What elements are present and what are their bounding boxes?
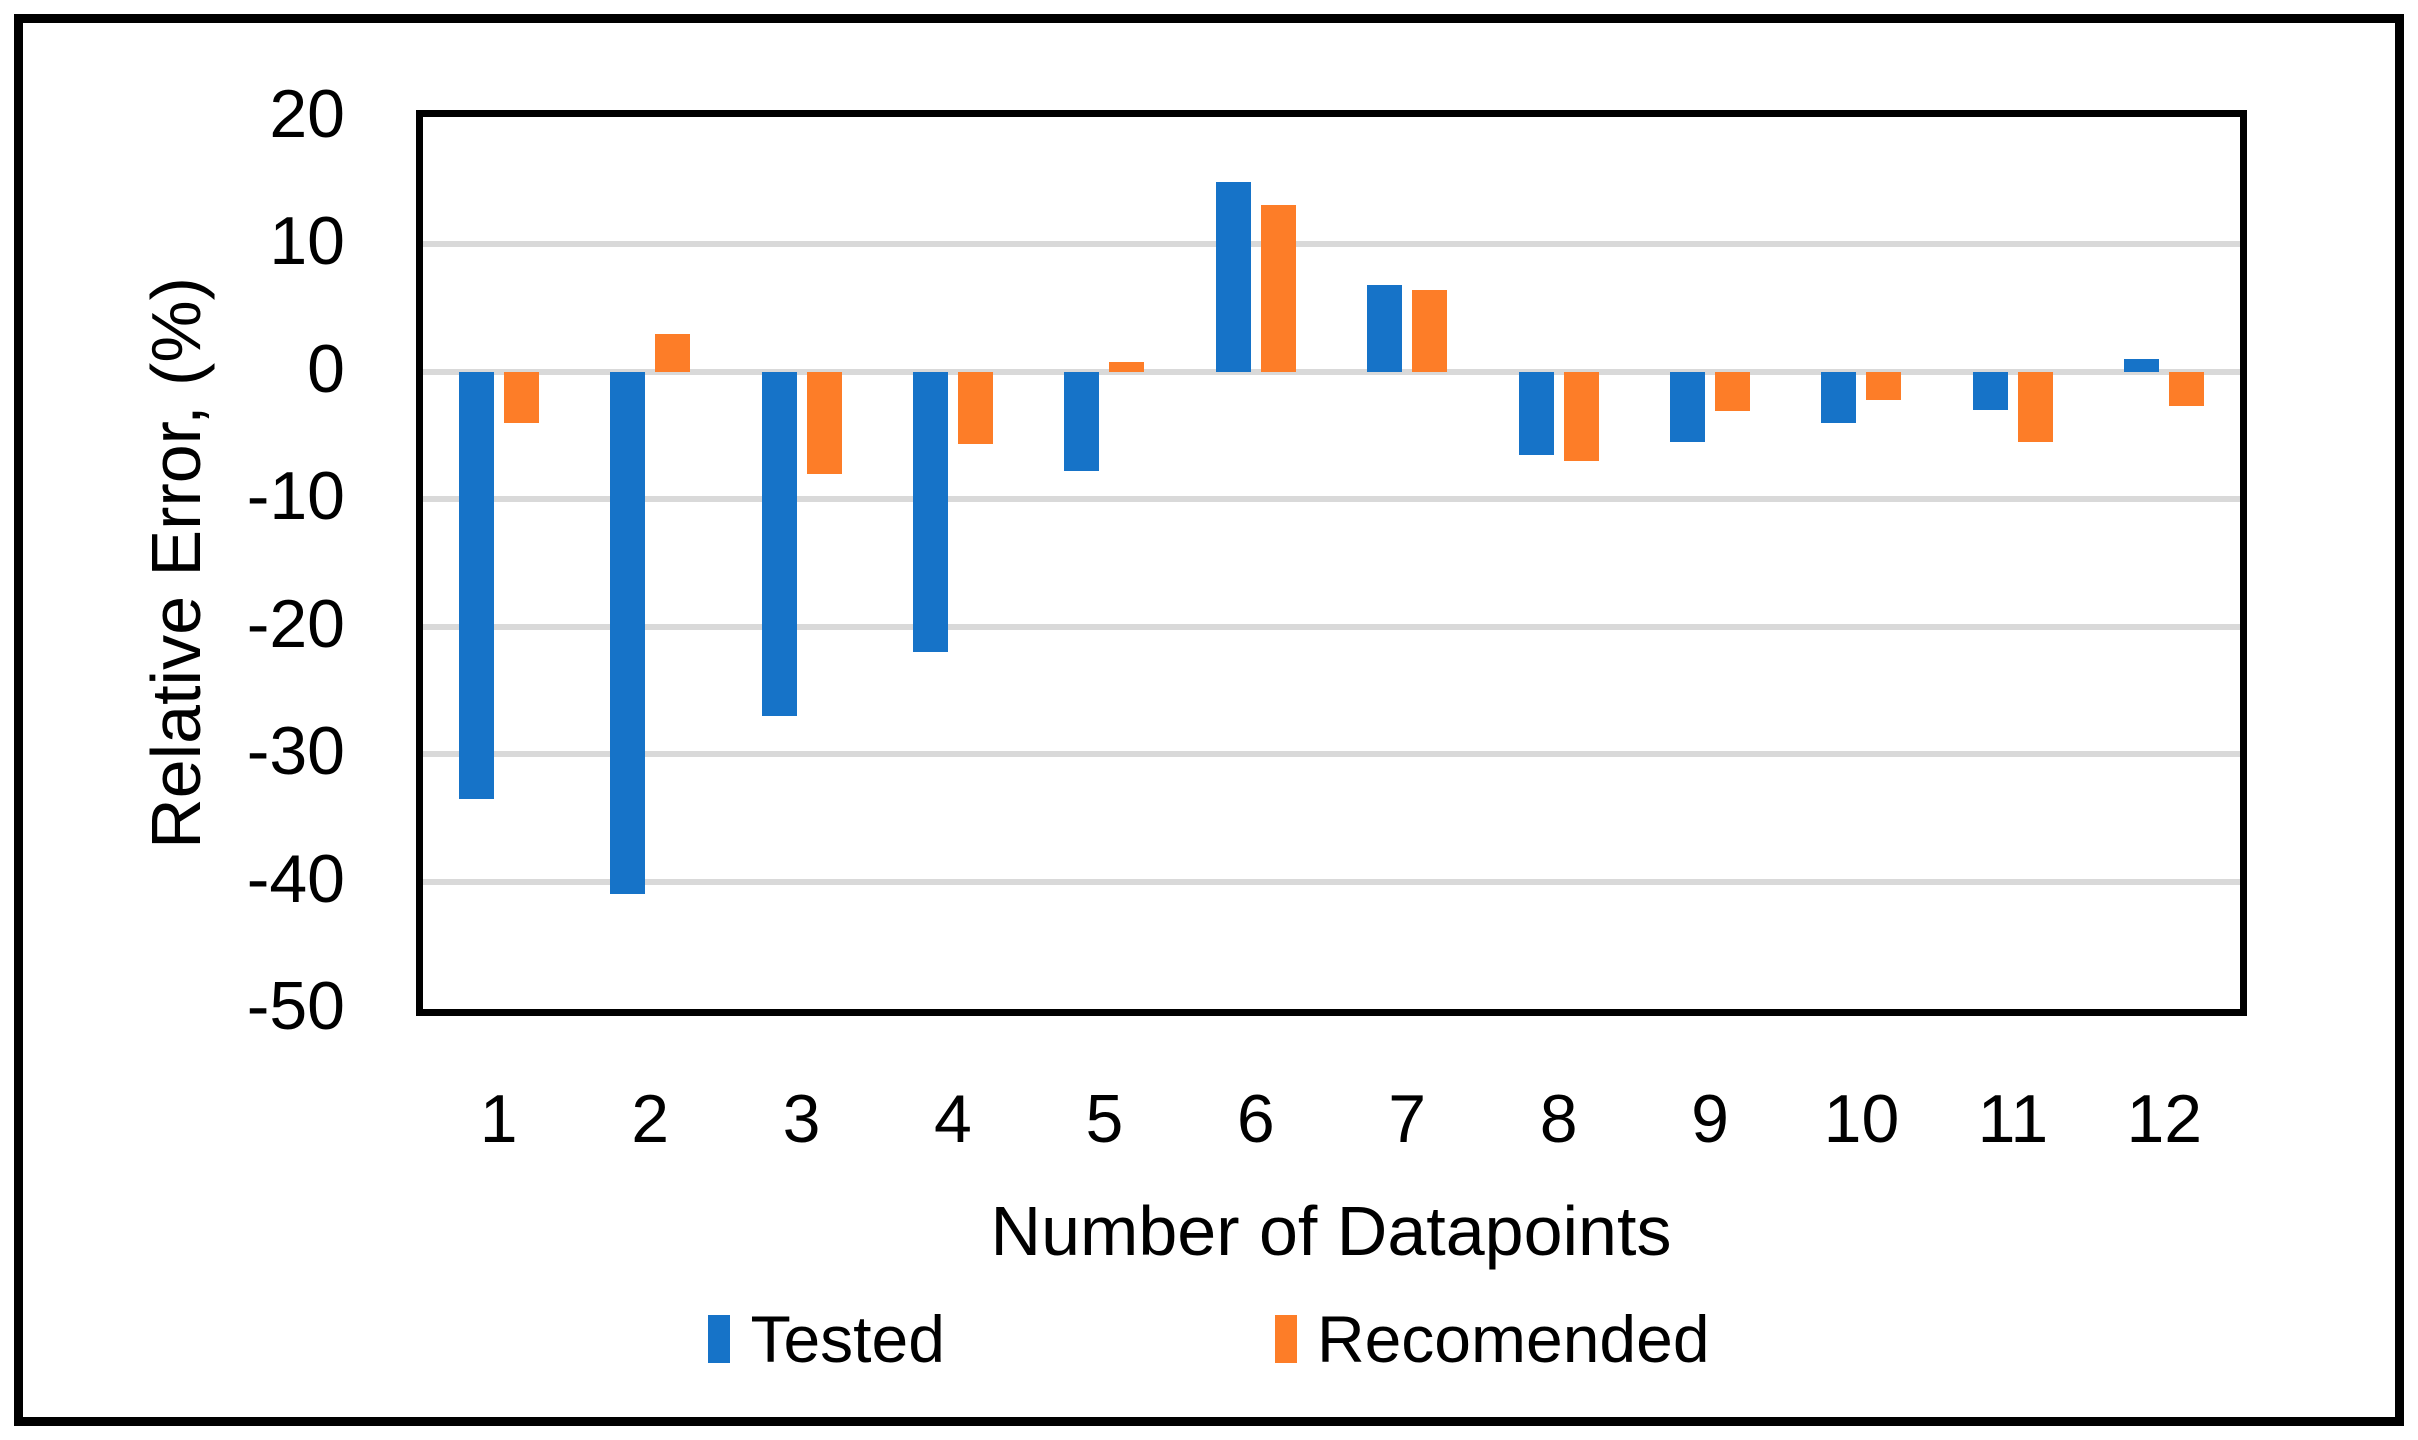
gridline-0 xyxy=(423,368,2240,375)
bar-recomended-12 xyxy=(2169,371,2205,407)
y-tick-label--50: -50 xyxy=(246,968,345,1044)
y-tick-label--40: -40 xyxy=(246,840,345,917)
y-tick-label-0: 0 xyxy=(307,330,345,407)
bar-recomended-8 xyxy=(1563,371,1599,462)
legend: Tested Recomended xyxy=(0,1306,2418,1372)
y-axis-title: Relative Error, (%) xyxy=(137,277,215,849)
x-tick-label-5: 5 xyxy=(1085,1081,1124,1157)
bar-tested-6 xyxy=(1215,181,1251,372)
x-tick-label-9: 9 xyxy=(1691,1081,1729,1157)
gridline--30 xyxy=(423,751,2240,758)
bar-tested-4 xyxy=(912,371,948,653)
bar-recomended-6 xyxy=(1260,204,1296,372)
bar-tested-7 xyxy=(1367,285,1403,372)
gridline--20 xyxy=(423,623,2240,630)
bar-recomended-3 xyxy=(806,371,842,474)
x-tick-label-3: 3 xyxy=(782,1081,821,1157)
legend-entry-tested: Tested xyxy=(708,1302,945,1376)
x-tick-label-6: 6 xyxy=(1236,1081,1275,1157)
tested-series-label: Tested xyxy=(750,1302,945,1376)
bar-recomended-9 xyxy=(1715,371,1751,412)
legend-entry-recomended: Recomended xyxy=(1274,1302,1710,1376)
bar-recomended-1 xyxy=(503,371,539,423)
y-tick-label--30: -30 xyxy=(246,713,345,790)
y-tick-label-20: 20 xyxy=(269,76,345,152)
bar-tested-2 xyxy=(610,371,646,895)
tested-series-marker-icon xyxy=(708,1315,731,1363)
gridline-10 xyxy=(423,241,2240,248)
recomended-series-marker-icon xyxy=(1274,1315,1297,1363)
x-tick-label-2: 2 xyxy=(631,1081,670,1157)
bar-tested-5 xyxy=(1064,371,1100,472)
x-tick-label-8: 8 xyxy=(1539,1081,1578,1157)
bar-recomended-7 xyxy=(1412,290,1448,372)
recomended-series-label: Recomended xyxy=(1316,1302,1710,1376)
x-tick-label-7: 7 xyxy=(1388,1081,1427,1157)
bar-tested-3 xyxy=(761,371,797,716)
bar-tested-8 xyxy=(1518,371,1554,455)
gridline--10 xyxy=(423,496,2240,503)
gridline--40 xyxy=(423,878,2240,885)
bar-recomended-10 xyxy=(1866,371,1902,400)
bar-recomended-5 xyxy=(1109,361,1145,372)
y-tick-label--20: -20 xyxy=(246,585,345,662)
bar-tested-1 xyxy=(458,371,494,799)
x-axis-title: Number of Datapoints xyxy=(990,1192,1672,1270)
y-tick-label--10: -10 xyxy=(246,458,345,535)
bar-recomended-2 xyxy=(655,333,691,372)
bar-tested-11 xyxy=(1972,371,2008,411)
y-tick-label-10: 10 xyxy=(269,203,345,280)
x-tick-label-10: 10 xyxy=(1823,1081,1900,1157)
x-tick-label-1: 1 xyxy=(479,1081,518,1157)
plot-inner xyxy=(423,117,2240,1009)
bar-tested-9 xyxy=(1670,371,1706,442)
figure-border xyxy=(14,14,2404,1426)
x-tick-label-4: 4 xyxy=(934,1081,972,1157)
plot-area xyxy=(416,110,2247,1016)
bar-recomended-4 xyxy=(957,371,993,445)
bar-tested-10 xyxy=(1821,371,1857,423)
x-tick-label-12: 12 xyxy=(2126,1081,2203,1157)
x-tick-label-11: 11 xyxy=(1977,1081,2049,1157)
bar-tested-12 xyxy=(2124,359,2160,372)
bar-recomended-11 xyxy=(2017,371,2053,442)
